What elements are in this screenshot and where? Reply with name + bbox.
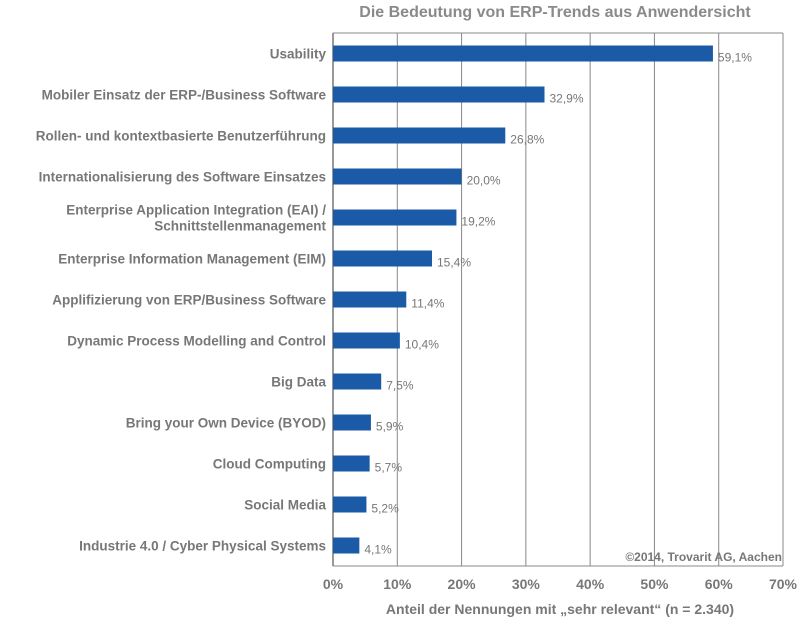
value-labels: 59,1% 32,9% 26,8% 20,0% 19,2% 15,4% 11,4% 10,4%… (364, 51, 752, 557)
data-label: 15,4% (437, 256, 471, 270)
x-tick-label: 50% (640, 576, 669, 592)
bar (333, 414, 371, 431)
bar (333, 496, 367, 513)
copyright-annotation: ©2014, Trovarit AG, Aachen (625, 550, 782, 564)
category-label: Cloud Computing (213, 457, 326, 472)
x-tick-label: 20% (448, 576, 477, 592)
category-label: Big Data (271, 375, 326, 390)
data-label: 5,9% (376, 420, 404, 434)
x-tick-label: 0% (323, 576, 344, 592)
data-label: 5,7% (375, 461, 403, 475)
data-label: 19,2% (461, 215, 495, 229)
category-label: Bring your Own Device (BYOD) (126, 416, 326, 431)
bar (333, 45, 713, 62)
data-label: 10,4% (405, 338, 439, 352)
bar (333, 291, 407, 308)
data-label: 20,0% (467, 174, 501, 188)
category-label: Applifizierung von ERP/Business Software (52, 293, 326, 308)
x-tick-labels: 0% 10% 20% 30% 40% 50% 60% 70% (323, 576, 798, 592)
data-label: 26,8% (510, 133, 544, 147)
category-label: Rollen- und kontextbasierte Benutzerführ… (36, 129, 326, 144)
data-label: 11,4% (411, 297, 444, 311)
bar (333, 250, 432, 267)
bar (333, 537, 360, 554)
data-label: 5,2% (371, 502, 399, 516)
data-label: 59,1% (718, 51, 752, 65)
category-label: Internationalisierung des Software Einsa… (39, 170, 326, 185)
data-label: 4,1% (364, 543, 392, 557)
x-tick-label: 70% (769, 576, 798, 592)
x-tick-label: 30% (512, 576, 541, 592)
bar (333, 373, 382, 390)
bar (333, 332, 400, 349)
category-label: Mobiler Einsatz der ERP-/Business Softwa… (42, 88, 327, 103)
category-label: Enterprise Information Management (EIM) (58, 252, 326, 267)
bar (333, 209, 457, 226)
category-label: Dynamic Process Modelling and Control (67, 334, 326, 349)
bar (333, 86, 545, 103)
category-label: Social Media (244, 498, 326, 513)
x-tick-label: 10% (383, 576, 412, 592)
gridlines (332, 32, 784, 567)
data-label: 32,9% (550, 92, 584, 106)
bar (333, 168, 462, 185)
category-labels: Usability Mobiler Einsatz der ERP-/Busine… (36, 47, 327, 554)
category-label: Enterprise Application Integration (EAI)… (66, 203, 326, 234)
chart-title: Die Bedeutung von ERP-Trends aus Anwende… (359, 4, 751, 21)
bar (333, 127, 506, 144)
category-label: Industrie 4.0 / Cyber Physical Systems (79, 539, 326, 554)
bar (333, 455, 370, 472)
x-axis-label: Anteil der Nennungen mit „sehr relevant“… (386, 601, 734, 617)
x-tick-label: 40% (576, 576, 605, 592)
data-label: 7,5% (386, 379, 414, 393)
x-tick-label: 60% (705, 576, 734, 592)
bars (333, 45, 713, 554)
category-label: Usability (270, 47, 327, 62)
